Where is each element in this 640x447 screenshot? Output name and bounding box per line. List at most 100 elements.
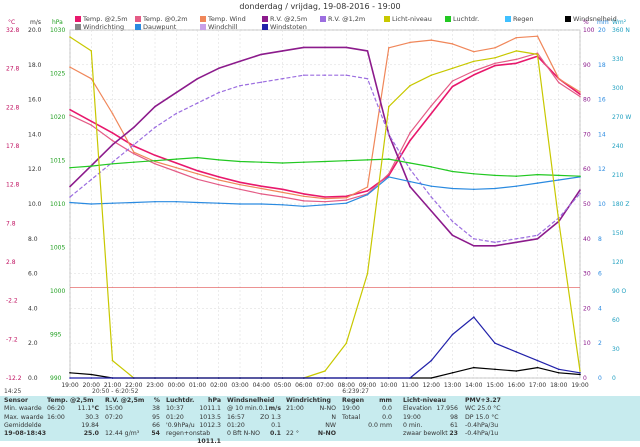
tick-label: 4 [598,305,602,312]
data-point [175,158,178,160]
data-point [536,173,539,176]
tick-label: 10 [583,340,591,347]
x-annotation: 20:50 - 6:20:52 [92,388,139,395]
data-point [366,77,369,80]
data-point [366,272,369,275]
data-point [239,377,241,379]
stats-header: Luchtdr. hPa [166,397,221,404]
tick-label: 8 [598,236,602,243]
data-point [451,85,454,88]
stats-row: DP 15.0 °C [465,413,499,421]
data-point [260,81,263,83]
data-point [388,173,390,175]
data-point [494,57,496,59]
data-point [473,245,475,247]
data-point [558,81,560,84]
data-point [260,377,263,379]
tick-label: 1030 [50,27,65,34]
x-tick-label: 18:00 [550,382,567,389]
data-point [303,46,305,49]
data-point [345,197,348,199]
data-point [366,190,369,192]
x-tick-label: 01:00 [189,382,206,389]
tick-label: 22.8 [6,104,20,111]
tick-label: 210 [612,172,624,179]
tick-label: 2.8 [6,259,16,266]
axis-unit: m/s [30,19,41,26]
legend-label: Temp. Wind [208,15,246,23]
tick-label: 20.0 [28,27,42,34]
data-point [451,234,454,237]
data-point [558,77,560,80]
tick-label: 6.0 [28,271,38,278]
data-point [430,185,433,187]
data-point [133,377,135,379]
data-point [303,161,305,163]
data-point [154,159,156,162]
axis-unit: Wm² [612,19,627,26]
data-point [515,370,518,372]
legend-item: Temp. @2,5m [75,15,128,23]
stats-row: Min. waarde [4,405,42,413]
right-axes: % mm Wm²1009080706050403020100201816141210… [583,19,631,382]
data-point [536,53,539,56]
legend-item: Windsnelheid [565,15,617,23]
legend-swatch [200,24,206,30]
data-point [154,377,156,379]
data-point [303,205,305,208]
stats-row: Max. waarde [4,413,44,421]
stats-row: Elevation 17.956 [403,405,458,413]
stats-row [342,430,392,438]
stats-row: zwaar bewolkt 23 [403,430,458,438]
data-point [515,58,518,61]
legend-label: Regen [513,15,534,23]
data-point [366,186,369,188]
stats-row: 15:00 38 [105,405,160,413]
legend-swatch [505,16,511,22]
data-point [324,160,326,163]
data-point [558,372,560,374]
data-point [90,77,93,80]
stats-column: Regen mm 19:00 0.0 Totaal 0.0 0.0 mm [342,397,392,438]
legend-item: R.V. @2,5m [262,15,307,23]
data-point [558,220,560,223]
tick-label: 150 [612,230,624,237]
data-point [345,202,348,204]
data-point [239,84,241,87]
x-annotation: 6:23 [342,388,356,395]
data-point [388,377,390,379]
legend-item: Dauwpunt [135,23,176,31]
stats-header: Windsnelheid m/s [227,397,281,413]
data-point [515,175,518,177]
stats-row: 0 Bft N-NO 0.1 [227,430,281,438]
legend-label: Dauwpunt [143,23,177,31]
data-point [409,41,411,44]
tick-label: 1015 [50,158,65,165]
data-point [218,159,220,161]
legend-swatch [75,16,81,22]
data-point [515,185,518,187]
x-tick-label: 13:00 [444,382,461,389]
data-point [558,179,560,181]
tick-label: 300 [612,85,624,92]
x-tick-label: 03:00 [231,382,248,389]
stats-row: 19:00 98 [403,413,458,421]
data-point [494,62,496,65]
chart-title: donderdag / vrijdag, 19-08-2016 - 19:00 [239,2,400,11]
data-point [260,161,263,163]
stats-row: 19:00 0.0 [342,405,392,413]
data-point [388,158,390,160]
x-tick-label: 02:00 [210,382,227,389]
data-point [218,179,220,181]
data-point [90,120,93,123]
data-point [451,372,454,374]
data-point [303,377,305,379]
stats-column: R.V. @2,5m% 15:00 38 07:20 95 66 12.44 g/m³ 54 [105,397,160,438]
legend-label: Licht-niveau [392,15,432,23]
legend-label: Windsnelheid [573,15,617,23]
data-point [218,67,220,70]
legend-swatch [200,16,206,22]
tick-label: 27.8 [6,66,20,73]
tick-label: 1010 [50,201,65,208]
data-point [111,377,114,379]
